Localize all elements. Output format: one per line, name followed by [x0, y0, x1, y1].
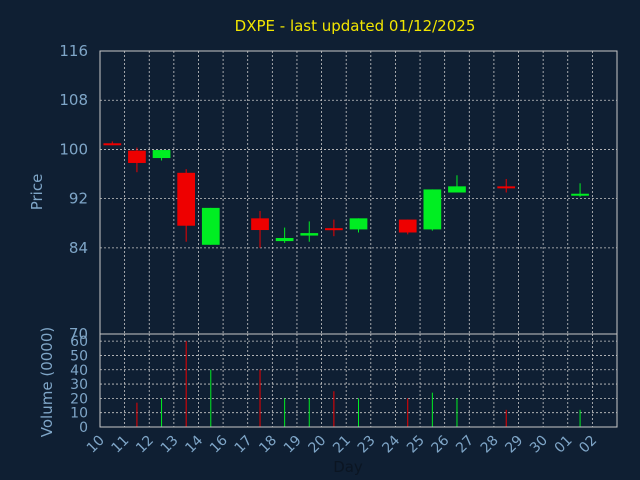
x-tick-label: 01 — [552, 433, 576, 457]
x-tick-label: 23 — [355, 433, 379, 457]
candle-body — [497, 186, 516, 189]
price-tick-label: 108 — [59, 91, 88, 109]
x-tick-label: 30 — [527, 433, 551, 457]
candle-body — [152, 150, 171, 159]
price-tick-label: 84 — [69, 239, 88, 257]
x-tick-label: 19 — [281, 433, 305, 457]
x-tick-label: 13 — [158, 433, 182, 457]
volume-tick-label: 10 — [70, 406, 88, 422]
x-tick-label: 29 — [502, 433, 526, 457]
x-tick-label: 25 — [404, 433, 428, 457]
candle-body — [423, 189, 442, 230]
x-tick-label: 14 — [182, 432, 206, 456]
x-tick-label: 20 — [305, 433, 329, 457]
price-axis-label: Price — [28, 174, 46, 211]
volume-frame — [99, 333, 618, 428]
price-panel: 70 84 92 100 108 116 — [59, 42, 618, 343]
volume-tick-label: 0 — [79, 420, 88, 436]
x-tick-label: 21 — [330, 433, 354, 457]
volume-tick-label: 50 — [70, 348, 88, 364]
volume-tick-label: 40 — [70, 363, 88, 379]
x-tick-label: 28 — [478, 433, 502, 457]
x-tick-label: 18 — [256, 433, 280, 457]
price-tick-label: 92 — [69, 190, 88, 208]
x-tick-label: 10 — [84, 433, 108, 457]
volume-axis-label: Volume (0000) — [38, 327, 56, 437]
candle-body — [300, 233, 319, 236]
candle-body — [325, 228, 343, 231]
volume-tick-label: 30 — [70, 377, 88, 393]
price-tick-label: 100 — [59, 140, 88, 158]
candle-body — [128, 150, 146, 163]
candle-body — [448, 186, 466, 193]
candle-body — [275, 238, 294, 242]
x-tick-label: 16 — [207, 432, 231, 456]
x-tick-label: 27 — [453, 433, 477, 457]
x-axis: 10 11 12 13 14 16 17 18 19 20 21 23 24 25 26 27 28 29 30 01… — [84, 432, 600, 456]
price-tick-label: 70 — [69, 325, 88, 343]
x-tick-label: 26 — [429, 432, 453, 456]
candle-body — [201, 207, 220, 245]
x-tick-label: 11 — [109, 433, 133, 457]
chart-title: DXPE - last updated 01/12/2025 — [235, 17, 476, 35]
candle-body — [103, 143, 122, 146]
candle-body — [349, 218, 368, 230]
x-axis-label: Day — [333, 458, 363, 476]
x-tick-label: 24 — [379, 432, 403, 456]
candle-body — [571, 193, 589, 196]
x-tick-label: 12 — [133, 433, 157, 457]
x-tick-label: 02 — [576, 433, 600, 457]
volume-tick-label: 60 — [70, 334, 88, 350]
x-tick-label: 17 — [232, 433, 256, 457]
price-tick-label: 116 — [59, 42, 88, 60]
volume-tick-label: 20 — [70, 391, 88, 407]
candle-body — [398, 219, 417, 233]
candle-body — [177, 172, 196, 226]
candle-body — [251, 218, 269, 231]
